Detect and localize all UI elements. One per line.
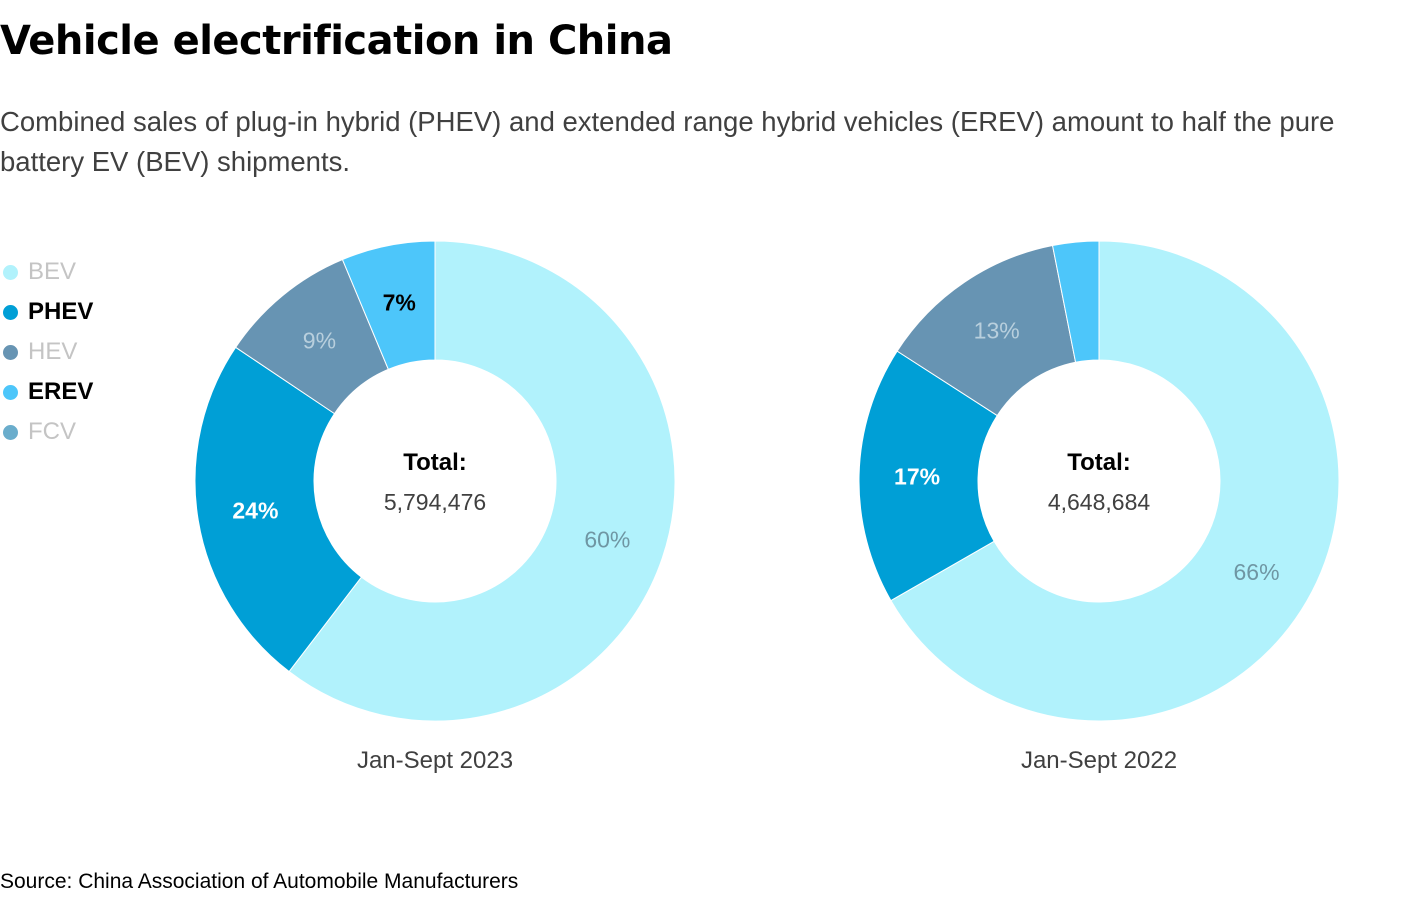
donut-slice-erev	[1051, 240, 1100, 363]
donut-chart-jan-sept-2023: 60% 24% 9% 7% Total: 5,794,476 Jan-Sept 2023	[194, 240, 676, 774]
donut-chart-jan-sept-2022: 66% 17% 13% Total: 4,648,684 Jan-Sept 2022	[858, 240, 1340, 774]
legend-item-hev: HEV	[0, 332, 93, 372]
legend-item-phev: PHEV	[0, 292, 93, 332]
slice-label-hev: 13%	[974, 317, 1020, 343]
legend-item-fcv: FCV	[0, 412, 93, 452]
legend-swatch-hev	[3, 344, 18, 360]
slice-label-phev: 17%	[894, 463, 940, 489]
chart-subtitle: Combined sales of plug-in hybrid (PHEV) …	[0, 106, 1335, 177]
center-total-value: 5,794,476	[384, 489, 486, 515]
donut-slice-phev	[194, 346, 363, 673]
donut-slice-erev	[341, 240, 436, 371]
slice-label-bev: 66%	[1233, 559, 1279, 585]
center-total-label: Total:	[403, 449, 467, 476]
source-note: Source: China Association of Automobile …	[0, 870, 519, 893]
legend-swatch-bev	[3, 264, 18, 280]
legend-item-bev: BEV	[0, 252, 93, 292]
donut-slice-bev	[288, 240, 676, 722]
slice-label-erev: 7%	[383, 290, 416, 316]
donut-slice-phev	[858, 350, 998, 602]
legend-label-fcv: FCV	[28, 418, 76, 445]
legend-label-phev: PHEV	[28, 298, 94, 325]
legend-item-erev: EREV	[0, 372, 93, 412]
donut-slice-bev	[890, 240, 1340, 722]
legend: BEV PHEV HEV EREV FCV	[0, 252, 93, 452]
chart-caption: Jan-Sept 2022	[1021, 747, 1177, 774]
chart-caption: Jan-Sept 2023	[357, 747, 513, 774]
center-total-value: 4,648,684	[1048, 489, 1151, 515]
slice-label-phev: 24%	[232, 498, 278, 524]
legend-label-bev: BEV	[28, 258, 77, 285]
chart-title: Vehicle electrification in China	[0, 18, 673, 64]
legend-swatch-erev	[3, 384, 18, 400]
legend-swatch-phev	[3, 304, 18, 320]
slice-label-hev: 9%	[303, 327, 336, 353]
legend-label-erev: EREV	[28, 378, 94, 405]
legend-label-hev: HEV	[28, 338, 78, 365]
slice-label-bev: 60%	[584, 526, 630, 552]
center-total-label: Total:	[1067, 449, 1131, 476]
legend-swatch-fcv	[3, 424, 18, 440]
